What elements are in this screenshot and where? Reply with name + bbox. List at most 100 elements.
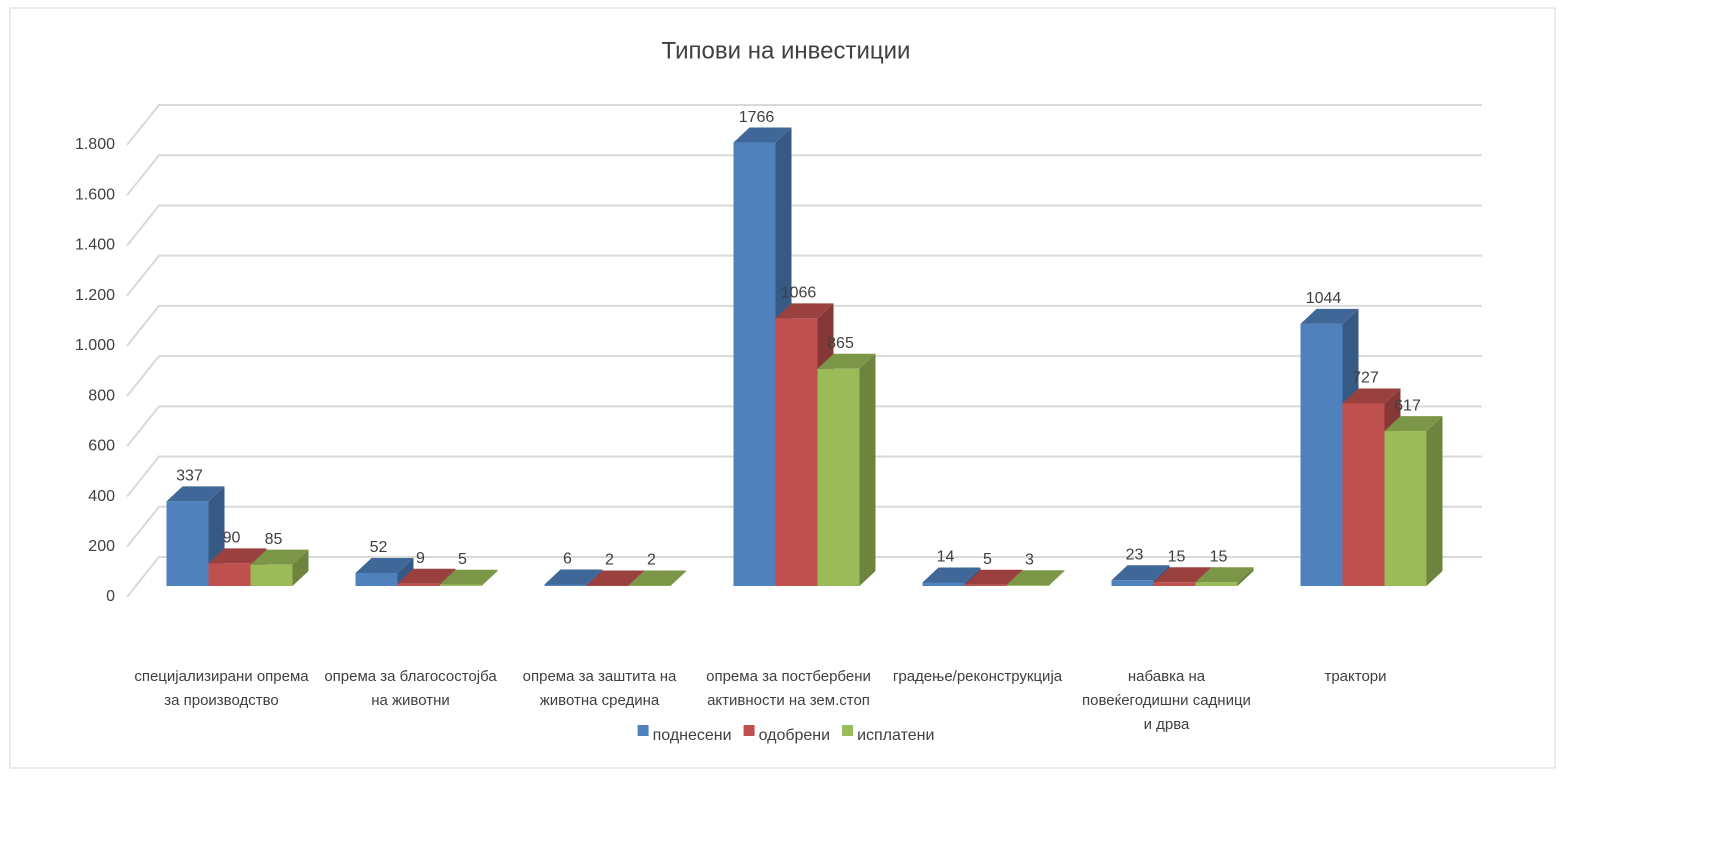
bar-top <box>1384 416 1443 432</box>
bar-top <box>1111 565 1170 581</box>
bar-top <box>166 486 225 502</box>
bar-front <box>817 368 860 586</box>
data-label: 1044 <box>1306 290 1342 307</box>
bar <box>733 127 792 586</box>
data-label: 6 <box>563 551 572 568</box>
bar <box>355 557 414 586</box>
grid-line <box>126 254 1482 297</box>
bar-side <box>1048 570 1065 586</box>
data-label: 23 <box>1126 546 1144 563</box>
legend-label: поднесени <box>653 727 732 744</box>
grid-line <box>126 304 1482 347</box>
grid-segment <box>126 304 1482 347</box>
y-tick-label: 1.200 <box>75 287 115 304</box>
data-label: 5 <box>458 551 467 568</box>
bar-side <box>670 570 687 586</box>
bar-front <box>250 564 293 586</box>
grid-segment <box>126 556 1482 598</box>
grid-line <box>126 405 1482 447</box>
bar-front <box>1153 582 1196 586</box>
x-tick-label: специјализирани опрема за производство <box>134 668 309 709</box>
data-label: 865 <box>827 335 854 352</box>
legend-swatch <box>743 725 755 736</box>
bar-front <box>544 584 587 586</box>
bar-front <box>1111 580 1154 586</box>
bar-top <box>250 549 309 565</box>
bar-front <box>439 584 482 586</box>
bar-front <box>1300 323 1343 586</box>
grid-segment <box>126 154 1482 196</box>
y-tick-label: 400 <box>88 488 115 505</box>
bar-side <box>481 569 498 586</box>
bar-top <box>586 570 645 586</box>
data-label: 2 <box>647 552 656 569</box>
x-tick-label: опрема за постбербени активности на зем.… <box>706 668 871 709</box>
data-label: 337 <box>176 468 203 485</box>
data-label: 9 <box>416 550 425 567</box>
bar-top <box>628 570 687 586</box>
grid-segment <box>126 104 1482 146</box>
data-label: 1066 <box>781 285 817 302</box>
bar-top <box>1342 388 1401 404</box>
bar-front <box>355 572 398 586</box>
grid-segment <box>126 204 1482 247</box>
data-label: 2 <box>605 552 614 569</box>
x-tick-label: трактори <box>1324 668 1387 685</box>
grid-line <box>126 455 1482 498</box>
chart-title: Типови на инвестиции <box>662 37 911 64</box>
grid-segment <box>126 405 1482 447</box>
bar-side <box>1237 567 1254 586</box>
bar-front <box>1195 582 1238 586</box>
bar-side <box>292 549 309 586</box>
grid-line <box>126 154 1482 196</box>
grid-segment <box>126 355 1482 397</box>
bar <box>250 549 309 586</box>
data-label: 85 <box>265 531 283 548</box>
y-tick-label: 1.600 <box>75 186 115 203</box>
y-tick-label: 1.000 <box>75 337 115 354</box>
bar-front <box>208 563 251 586</box>
data-label: 15 <box>1210 548 1228 565</box>
data-label: 617 <box>1394 397 1421 414</box>
bar-top <box>1195 567 1254 583</box>
data-label: 90 <box>223 530 241 547</box>
x-tick-label: опрема за заштита на животна средина <box>522 668 677 709</box>
y-tick-label: 1.400 <box>75 237 115 254</box>
bar-front <box>628 585 671 586</box>
bar-top <box>355 557 414 573</box>
grid-line <box>126 355 1482 397</box>
bar-top <box>397 568 456 584</box>
grid-line <box>126 204 1482 247</box>
bar-front <box>733 142 776 586</box>
data-label: 5 <box>983 551 992 568</box>
data-label: 727 <box>1352 370 1379 387</box>
bar-top <box>1300 308 1359 324</box>
bar-top <box>922 567 981 583</box>
legend-label: одобрени <box>759 727 831 744</box>
grid-line <box>126 104 1482 146</box>
grid-segment <box>126 505 1482 548</box>
bar-top <box>544 569 603 585</box>
data-label: 15 <box>1168 548 1186 565</box>
bar-side <box>859 353 876 586</box>
data-label: 14 <box>937 549 955 566</box>
bar-top <box>733 127 792 143</box>
bar <box>817 353 876 586</box>
data-label: 52 <box>370 539 388 556</box>
bar-front <box>1384 431 1427 586</box>
bar-top <box>1153 567 1212 583</box>
bar-front <box>397 583 440 586</box>
data-label: 3 <box>1025 551 1034 568</box>
bar-top <box>964 569 1023 585</box>
grid-line <box>126 505 1482 548</box>
bar-front <box>1342 403 1385 586</box>
grid-segment <box>126 254 1482 297</box>
y-tick-label: 0 <box>106 588 115 605</box>
bar-top <box>208 548 267 564</box>
grid-segment <box>126 455 1482 498</box>
legend-swatch <box>637 725 649 736</box>
bar-side <box>1426 416 1443 586</box>
legend-swatch <box>842 725 854 736</box>
